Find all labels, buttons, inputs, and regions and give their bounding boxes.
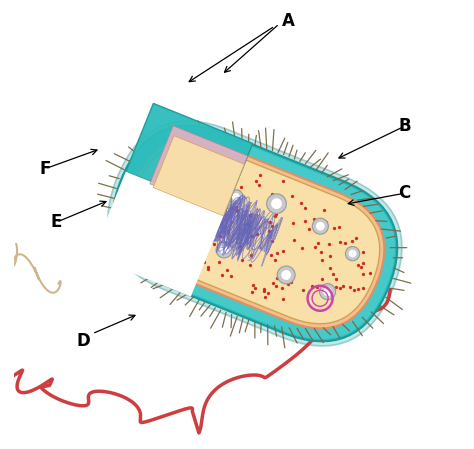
FancyBboxPatch shape xyxy=(130,143,380,324)
Circle shape xyxy=(319,284,336,300)
Text: E: E xyxy=(51,213,62,231)
Text: A: A xyxy=(282,13,295,31)
Text: F: F xyxy=(39,160,51,178)
Polygon shape xyxy=(153,136,244,216)
Circle shape xyxy=(281,270,291,280)
Circle shape xyxy=(312,218,328,234)
FancyBboxPatch shape xyxy=(108,121,402,346)
Circle shape xyxy=(316,222,325,231)
FancyBboxPatch shape xyxy=(125,138,384,328)
Circle shape xyxy=(186,171,203,189)
Circle shape xyxy=(220,246,228,254)
FancyBboxPatch shape xyxy=(112,126,397,341)
Circle shape xyxy=(271,198,282,209)
Circle shape xyxy=(346,247,360,261)
Circle shape xyxy=(190,175,200,185)
Circle shape xyxy=(277,266,295,284)
Circle shape xyxy=(229,190,243,204)
Text: D: D xyxy=(76,331,90,349)
Circle shape xyxy=(267,194,286,213)
Circle shape xyxy=(349,250,356,258)
Polygon shape xyxy=(126,103,253,212)
Polygon shape xyxy=(91,172,225,297)
Text: C: C xyxy=(398,184,410,202)
Text: B: B xyxy=(398,117,410,135)
Circle shape xyxy=(323,287,332,296)
Circle shape xyxy=(216,242,232,258)
Circle shape xyxy=(232,193,240,201)
FancyBboxPatch shape xyxy=(115,128,395,339)
Polygon shape xyxy=(150,126,247,214)
Circle shape xyxy=(179,220,185,227)
Circle shape xyxy=(176,217,188,229)
